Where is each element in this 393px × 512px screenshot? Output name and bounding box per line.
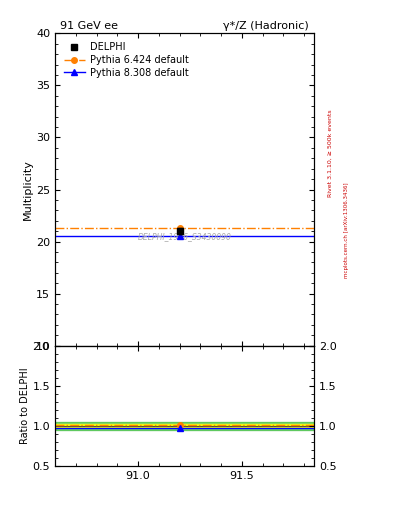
Text: mcplots.cern.ch [arXiv:1306.3436]: mcplots.cern.ch [arXiv:1306.3436] — [344, 183, 349, 278]
Legend: DELPHI, Pythia 6.424 default, Pythia 8.308 default: DELPHI, Pythia 6.424 default, Pythia 8.3… — [60, 38, 193, 82]
Y-axis label: Multiplicity: Multiplicity — [23, 159, 33, 220]
Y-axis label: Ratio to DELPHI: Ratio to DELPHI — [20, 368, 29, 444]
Text: DELPHI_1996_S3430090: DELPHI_1996_S3430090 — [138, 232, 231, 241]
Text: γ*/Z (Hadronic): γ*/Z (Hadronic) — [224, 21, 309, 31]
Text: 91 GeV ee: 91 GeV ee — [60, 21, 118, 31]
Text: Rivet 3.1.10, ≥ 500k events: Rivet 3.1.10, ≥ 500k events — [328, 110, 333, 198]
